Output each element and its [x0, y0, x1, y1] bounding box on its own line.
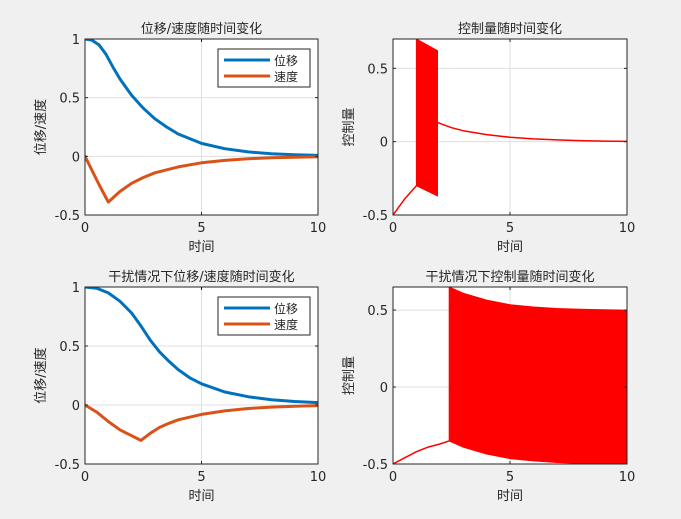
- series-line: [393, 440, 450, 464]
- y-axis-label: 控制量: [342, 107, 357, 146]
- series-line: [393, 184, 418, 215]
- y-tick-label: -0.5: [55, 209, 80, 224]
- x-tick-label: 0: [81, 470, 89, 485]
- x-tick-label: 5: [506, 221, 514, 236]
- x-tick-label: 5: [197, 221, 205, 236]
- x-tick-label: 10: [619, 470, 636, 485]
- y-tick-label: 0.5: [59, 92, 80, 107]
- y-tick-label: 0: [72, 399, 80, 414]
- legend-label: 速度: [274, 69, 298, 84]
- y-tick-label: 0.5: [59, 340, 80, 355]
- series-line: [436, 121, 627, 143]
- y-axis-label: 位移/速度: [33, 99, 49, 155]
- series-line: [85, 39, 318, 157]
- x-axis-label: 时间: [188, 240, 214, 255]
- series-group: [85, 39, 318, 204]
- x-tick-label: 0: [81, 221, 89, 236]
- chart-title: 干扰情况下位移/速度随时间变化: [108, 269, 294, 285]
- chart-title: 干扰情况下控制量随时间变化: [425, 269, 594, 285]
- chattering-band: [448, 287, 627, 464]
- y-tick-label: 0: [72, 150, 80, 165]
- series-line: [85, 403, 318, 442]
- legend-label: 位移: [274, 301, 298, 316]
- series-line: [85, 287, 318, 405]
- x-axis-label: 时间: [497, 240, 523, 255]
- x-tick-label: 10: [619, 221, 636, 236]
- x-tick-label: 5: [197, 470, 205, 485]
- x-tick-label: 5: [506, 470, 514, 485]
- series-line: [85, 154, 318, 204]
- y-tick-label: -0.5: [363, 209, 388, 224]
- y-tick-label: 0: [380, 136, 388, 151]
- x-axis-label: 时间: [188, 489, 214, 504]
- y-tick-label: -0.5: [55, 458, 80, 473]
- x-tick-label: 10: [310, 470, 327, 485]
- series-group: [85, 287, 318, 442]
- chattering-band: [415, 39, 438, 197]
- y-tick-label: 0: [380, 381, 388, 396]
- legend-box: [217, 296, 311, 336]
- legend-box: [217, 48, 311, 88]
- chart-title: 位移/速度随时间变化: [141, 21, 262, 37]
- chart-title: 控制量随时间变化: [458, 21, 562, 37]
- y-tick-label: 1: [72, 33, 80, 48]
- x-tick-label: 0: [389, 221, 397, 236]
- legend-label: 速度: [274, 317, 298, 332]
- series-group: [393, 287, 627, 464]
- x-tick-label: 0: [389, 470, 397, 485]
- y-tick-label: -0.5: [363, 458, 388, 473]
- y-tick-label: 0.5: [367, 304, 388, 319]
- y-axis-label: 控制量: [342, 356, 357, 395]
- y-axis-label: 位移/速度: [33, 347, 49, 403]
- y-tick-label: 0.5: [367, 62, 388, 77]
- x-axis-label: 时间: [497, 489, 523, 504]
- x-tick-label: 10: [310, 221, 327, 236]
- series-group: [393, 39, 627, 215]
- legend-label: 位移: [274, 53, 298, 68]
- y-tick-label: 1: [72, 281, 80, 296]
